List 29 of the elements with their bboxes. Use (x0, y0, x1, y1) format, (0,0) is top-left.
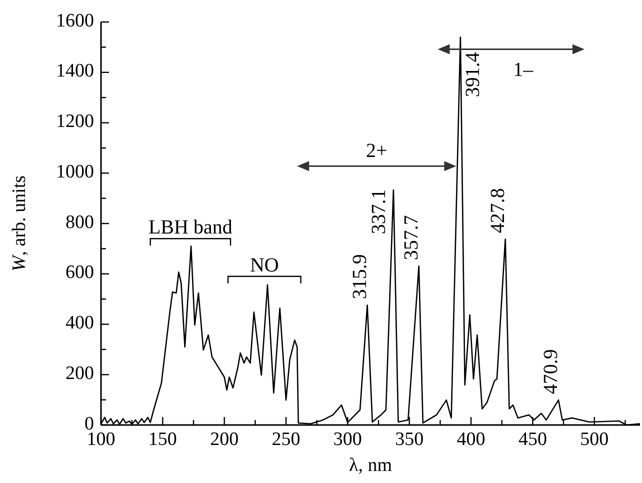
annotation: 337.1 (368, 189, 390, 234)
annotation: 315.9 (348, 254, 371, 300)
y-tick-label: 1400 (56, 60, 94, 82)
annotation: 357.7 (400, 215, 422, 260)
y-tick-label: 400 (66, 312, 94, 334)
x-tick-label: 100 (86, 429, 116, 450)
x-tick-label: 400 (456, 429, 486, 450)
y-tick-label: 200 (66, 362, 94, 384)
x-tick-label: 350 (395, 429, 424, 450)
annotation: NO (250, 254, 279, 276)
y-tick-label: 600 (66, 262, 94, 284)
annotation: LBH band (148, 216, 232, 239)
annotation: 391.4 (462, 52, 484, 98)
annotation: 1– (513, 59, 534, 82)
y-axis-title: W, arb. units (9, 175, 30, 272)
y-tick-label: 800 (66, 212, 94, 233)
annotation: 427.8 (486, 188, 509, 234)
x-tick-label: 250 (272, 429, 300, 450)
annotation: 470.9 (540, 349, 562, 394)
x-tick-label: 200 (210, 429, 239, 450)
annotation: 2+ (366, 140, 388, 162)
x-tick-label: 500 (580, 429, 609, 450)
y-tick-label: 1200 (56, 111, 94, 132)
x-tick-label: 300 (333, 429, 362, 450)
x-tick-label: 450 (518, 429, 547, 450)
x-axis-title: λ, nm (349, 455, 392, 476)
y-tick-label: 1000 (56, 161, 94, 182)
x-tick-label: 150 (148, 429, 177, 450)
y-tick-label: 1600 (56, 10, 94, 32)
